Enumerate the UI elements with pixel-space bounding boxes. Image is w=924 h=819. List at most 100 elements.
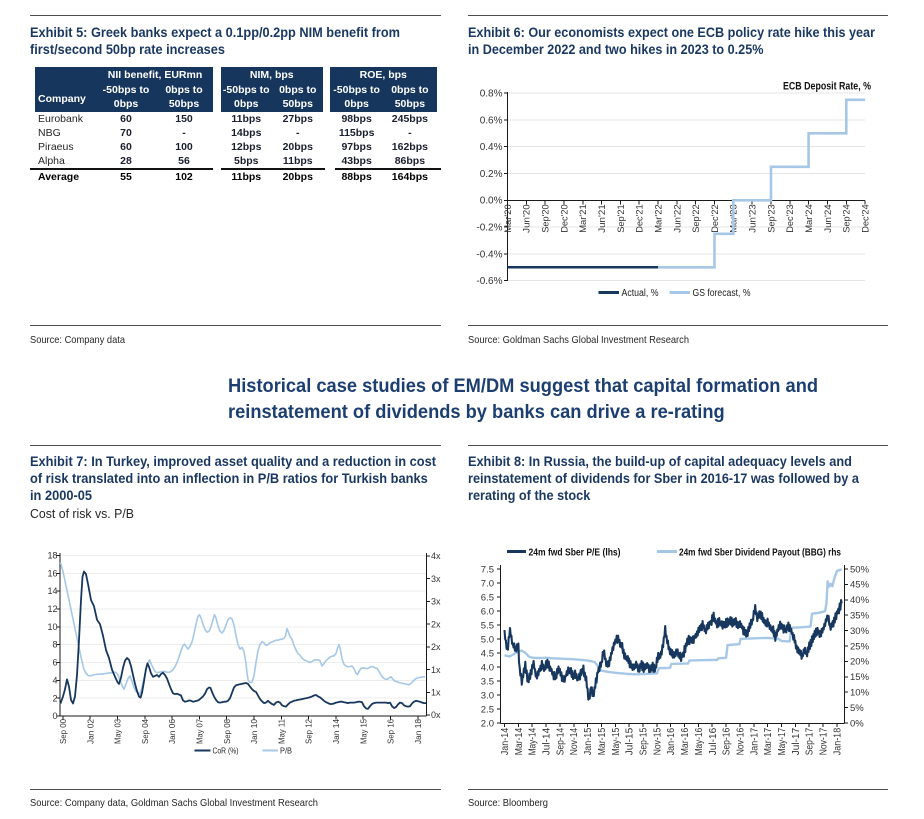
svg-text:Sep 00: Sep 00 (58, 719, 68, 744)
svg-text:Sep-14: Sep-14 (555, 727, 566, 755)
svg-text:3.5: 3.5 (481, 676, 494, 687)
svg-text:2x: 2x (431, 642, 441, 652)
svg-text:P/B: P/B (280, 746, 292, 756)
svg-text:Jan 10: Jan 10 (249, 719, 259, 744)
svg-text:Jun'20: Jun'20 (522, 204, 533, 233)
svg-text:Jul-14: Jul-14 (542, 727, 553, 755)
svg-text:24m fwd Sber Dividend Payout (: 24m fwd Sber Dividend Payout (BBG) rhs (679, 547, 841, 559)
svg-text:Jan 14: Jan 14 (331, 719, 341, 744)
svg-text:2.0: 2.0 (481, 718, 494, 729)
svg-text:35%: 35% (850, 611, 870, 622)
svg-text:May 07: May 07 (195, 719, 205, 744)
svg-text:Dec'24: Dec'24 (861, 204, 872, 233)
svg-text:ECB Deposit Rate, %: ECB Deposit Rate, % (783, 81, 871, 93)
svg-text:GS forecast, %: GS forecast, % (693, 288, 751, 299)
svg-text:Mar'20: Mar'20 (503, 204, 514, 233)
svg-text:Jul-17: Jul-17 (791, 727, 802, 755)
svg-text:18: 18 (47, 551, 57, 561)
svg-text:Jan 06: Jan 06 (167, 719, 177, 744)
svg-text:2: 2 (52, 693, 57, 703)
svg-text:7.5: 7.5 (481, 564, 494, 575)
svg-text:-0.4%: -0.4% (476, 249, 502, 260)
svg-text:0.0%: 0.0% (480, 196, 503, 207)
svg-text:CoR (%): CoR (%) (213, 746, 239, 756)
svg-text:Nov-16: Nov-16 (736, 727, 747, 755)
svg-text:Jun'23: Jun'23 (748, 204, 759, 233)
svg-text:May 15: May 15 (358, 719, 368, 744)
svg-text:Sep'21: Sep'21 (616, 204, 627, 233)
svg-text:Jul-15: Jul-15 (625, 727, 636, 755)
svg-text:Sep'24: Sep'24 (842, 204, 853, 233)
svg-text:Mar-15: Mar-15 (597, 727, 608, 755)
svg-text:0.2%: 0.2% (480, 169, 503, 180)
svg-text:6.0: 6.0 (481, 606, 494, 617)
svg-text:Jan-17: Jan-17 (749, 727, 760, 755)
svg-text:Actual, %: Actual, % (622, 288, 659, 299)
svg-text:0%: 0% (850, 718, 864, 729)
svg-text:3x: 3x (431, 597, 441, 607)
svg-text:2.5: 2.5 (481, 704, 494, 715)
svg-text:15%: 15% (850, 672, 870, 683)
svg-text:Sep 08: Sep 08 (222, 719, 232, 744)
svg-text:40%: 40% (850, 595, 870, 606)
svg-text:8: 8 (52, 640, 57, 650)
svg-text:May-14: May-14 (528, 727, 539, 755)
svg-text:Jan-14: Jan-14 (500, 727, 511, 755)
svg-text:25%: 25% (850, 641, 870, 652)
svg-text:Sep'20: Sep'20 (541, 204, 552, 233)
svg-text:Sep 16: Sep 16 (386, 719, 396, 744)
svg-text:45%: 45% (850, 580, 870, 591)
svg-text:Jun'22: Jun'22 (672, 204, 683, 233)
svg-text:14: 14 (47, 586, 57, 596)
svg-text:Sep-17: Sep-17 (805, 727, 816, 755)
svg-text:Sep'23: Sep'23 (766, 204, 777, 233)
svg-text:Jan-15: Jan-15 (583, 727, 594, 755)
svg-text:Jan-16: Jan-16 (666, 727, 677, 755)
svg-text:Jan 18: Jan 18 (413, 719, 423, 744)
svg-text:20%: 20% (850, 657, 870, 668)
svg-text:Mar'24: Mar'24 (804, 204, 815, 233)
svg-text:6.5: 6.5 (481, 592, 494, 603)
svg-text:0: 0 (52, 711, 57, 721)
svg-text:Jan-18: Jan-18 (832, 727, 843, 755)
svg-text:4: 4 (52, 675, 57, 685)
svg-text:1x: 1x (431, 688, 441, 698)
svg-text:6: 6 (52, 658, 57, 668)
svg-text:4x: 4x (431, 551, 441, 561)
svg-text:-0.2%: -0.2% (476, 223, 502, 234)
svg-text:Dec'23: Dec'23 (785, 204, 796, 233)
svg-text:Mar-14: Mar-14 (514, 727, 525, 755)
svg-text:24m fwd Sber P/E (lhs): 24m fwd Sber P/E (lhs) (529, 547, 621, 559)
svg-text:Jun'24: Jun'24 (823, 204, 834, 233)
svg-text:3.0: 3.0 (481, 690, 494, 701)
svg-text:10%: 10% (850, 688, 870, 699)
svg-text:May-17: May-17 (777, 727, 788, 755)
svg-text:5%: 5% (850, 703, 864, 714)
svg-text:Mar-17: Mar-17 (763, 727, 774, 755)
svg-text:2x: 2x (431, 619, 441, 629)
svg-text:Nov-15: Nov-15 (652, 727, 663, 755)
svg-text:Nov-14: Nov-14 (569, 727, 580, 755)
svg-text:Mar'22: Mar'22 (654, 204, 665, 233)
svg-text:Sep 04: Sep 04 (140, 719, 150, 744)
svg-text:50%: 50% (850, 564, 870, 575)
svg-text:Dec'20: Dec'20 (559, 204, 570, 233)
svg-text:5.0: 5.0 (481, 634, 494, 645)
svg-text:Dec'22: Dec'22 (710, 204, 721, 233)
svg-text:0.6%: 0.6% (480, 115, 503, 126)
svg-text:0.4%: 0.4% (480, 142, 503, 153)
svg-text:30%: 30% (850, 626, 870, 637)
svg-text:May-15: May-15 (611, 727, 622, 755)
svg-text:7.0: 7.0 (481, 578, 494, 589)
svg-text:4.5: 4.5 (481, 648, 494, 659)
svg-text:10: 10 (47, 622, 57, 632)
svg-text:Dec'21: Dec'21 (635, 204, 646, 233)
svg-text:-0.6%: -0.6% (476, 276, 502, 287)
svg-text:3x: 3x (431, 574, 441, 584)
svg-text:Nov-17: Nov-17 (819, 727, 830, 755)
svg-text:5.5: 5.5 (481, 620, 494, 631)
svg-text:Jan 02: Jan 02 (85, 719, 95, 744)
svg-text:Sep 12: Sep 12 (304, 719, 314, 744)
svg-text:1x: 1x (431, 665, 441, 675)
svg-text:16: 16 (47, 568, 57, 578)
